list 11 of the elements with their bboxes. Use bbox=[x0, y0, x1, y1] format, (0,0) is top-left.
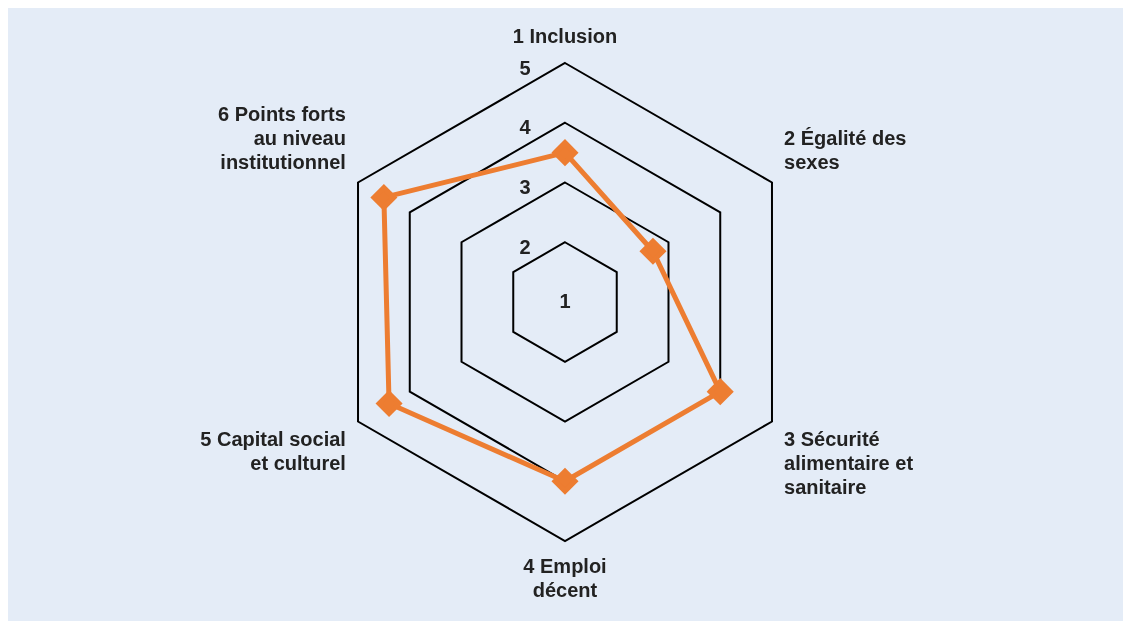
y-tick-label: 1 bbox=[559, 289, 571, 312]
spoke-label: 5 Capital social et culturel bbox=[200, 428, 346, 475]
spoke-label: 1 Inclusion bbox=[512, 24, 618, 47]
y-tick-label: 3 bbox=[519, 176, 531, 199]
spoke-label: 2 Égalité des sexes bbox=[784, 127, 907, 174]
spoke-label: 4 Emploi décent bbox=[523, 554, 607, 601]
y-tick-label: 2 bbox=[519, 235, 531, 258]
y-tick-label: 5 bbox=[519, 56, 531, 79]
spoke-label: 6 Points forts au niveau institutionnel bbox=[218, 103, 346, 174]
y-tick-label: 4 bbox=[519, 116, 532, 139]
spoke-label: 3 Sécurité alimentaire et sanitaire bbox=[784, 428, 914, 499]
